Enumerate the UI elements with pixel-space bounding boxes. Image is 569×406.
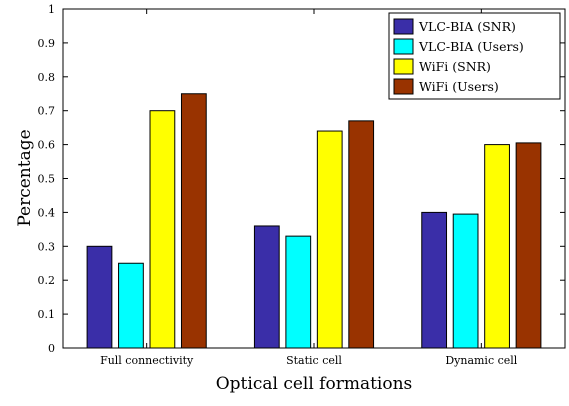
legend-swatch <box>393 18 414 35</box>
bar <box>285 235 312 349</box>
legend: VLC-BIA (SNR) VLC-BIA (Users) WiFi (SNR) Wi… <box>388 12 561 100</box>
legend-swatch <box>393 78 414 95</box>
bar <box>253 225 280 349</box>
legend-label: WiFi (SNR) <box>419 59 491 74</box>
legend-label: WiFi (Users) <box>419 79 499 94</box>
bar <box>515 142 542 349</box>
y-tick-label: 0.2 <box>38 274 56 287</box>
y-ticks: 0 0.1 0.2 0.3 0.4 0.5 0.6 0.7 0.8 0.9 1 <box>38 3 565 355</box>
bar <box>452 213 479 349</box>
legend-label: VLC-BIA (SNR) <box>418 19 516 34</box>
bar <box>86 245 113 349</box>
x-axis-label: Optical cell formations <box>216 374 413 394</box>
bar <box>149 110 176 349</box>
y-tick-label: 0.5 <box>38 173 56 186</box>
x-category-label: Dynamic cell <box>445 354 517 367</box>
category-labels: Full connectivity Static cell Dynamic cell <box>100 9 518 367</box>
y-tick-label: 0.9 <box>38 37 56 50</box>
bar <box>348 120 375 349</box>
y-tick-label: 1 <box>48 3 55 16</box>
legend-label: VLC-BIA (Users) <box>418 39 524 54</box>
x-category-label: Static cell <box>286 354 342 367</box>
legend-box <box>388 12 561 100</box>
bars <box>86 93 542 349</box>
bar <box>118 262 144 349</box>
bar <box>421 211 448 349</box>
x-category-label: Full connectivity <box>100 354 194 367</box>
bar <box>316 130 343 349</box>
bar <box>484 144 510 349</box>
y-tick-label: 0.6 <box>38 139 56 152</box>
y-tick-label: 0 <box>48 342 55 355</box>
y-tick-label: 0.7 <box>38 105 56 118</box>
y-tick-label: 0.3 <box>38 240 56 253</box>
bar <box>180 93 207 349</box>
y-axis-label: Percentage <box>15 129 35 226</box>
y-tick-label: 0.4 <box>38 206 56 219</box>
legend-swatch <box>393 38 414 55</box>
y-tick-label: 0.1 <box>38 308 56 321</box>
legend-swatch <box>393 58 414 75</box>
y-tick-label: 0.8 <box>38 71 56 84</box>
